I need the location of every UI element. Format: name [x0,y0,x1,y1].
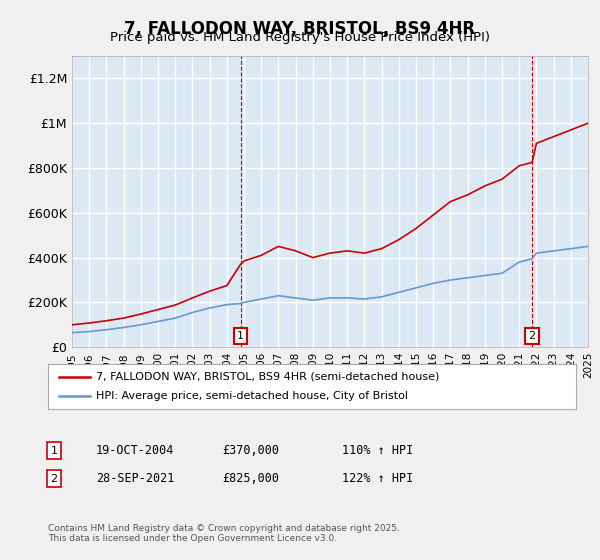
Text: 1: 1 [237,331,244,341]
Text: £825,000: £825,000 [222,472,279,486]
Text: 2: 2 [529,331,536,341]
Text: 110% ↑ HPI: 110% ↑ HPI [342,444,413,458]
Text: 122% ↑ HPI: 122% ↑ HPI [342,472,413,486]
Text: 28-SEP-2021: 28-SEP-2021 [96,472,175,486]
Text: Price paid vs. HM Land Registry's House Price Index (HPI): Price paid vs. HM Land Registry's House … [110,31,490,44]
Text: £370,000: £370,000 [222,444,279,458]
Text: 7, FALLODON WAY, BRISTOL, BS9 4HR (semi-detached house): 7, FALLODON WAY, BRISTOL, BS9 4HR (semi-… [95,371,439,381]
Text: 19-OCT-2004: 19-OCT-2004 [96,444,175,458]
Text: 2: 2 [50,474,58,484]
Text: 1: 1 [50,446,58,456]
Text: 7, FALLODON WAY, BRISTOL, BS9 4HR: 7, FALLODON WAY, BRISTOL, BS9 4HR [124,20,476,38]
Text: Contains HM Land Registry data © Crown copyright and database right 2025.
This d: Contains HM Land Registry data © Crown c… [48,524,400,543]
Text: HPI: Average price, semi-detached house, City of Bristol: HPI: Average price, semi-detached house,… [95,391,407,402]
